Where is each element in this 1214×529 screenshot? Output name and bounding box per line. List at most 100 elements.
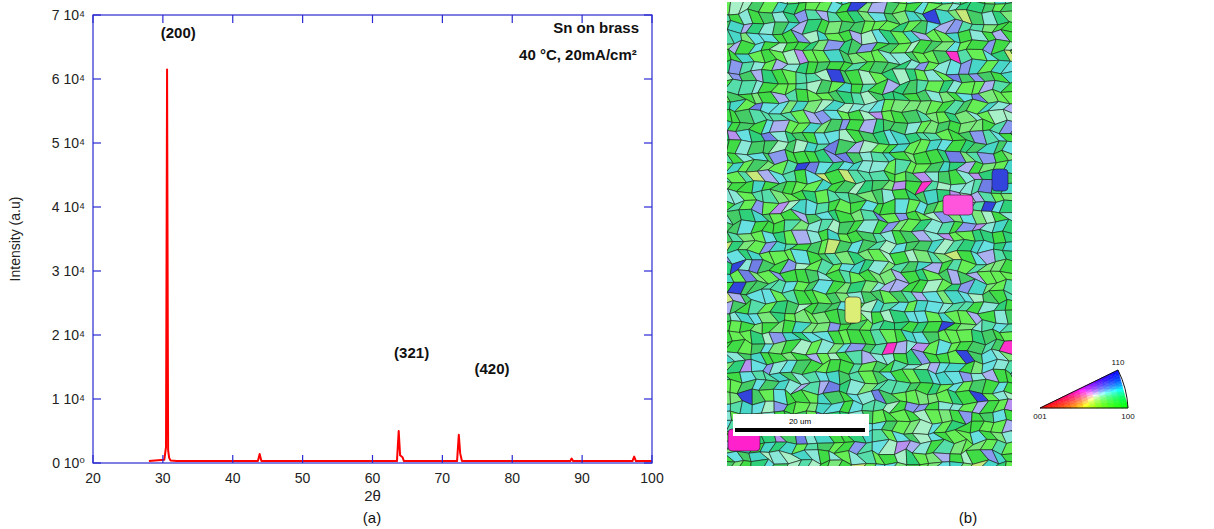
key-cell [1064,403,1070,406]
key-cell [1115,403,1121,406]
key-cell [1092,389,1098,392]
key-cell [1071,403,1077,406]
grain [943,195,973,215]
x-tick-label: 80 [504,470,520,486]
annotation: Sn on brass [553,19,639,36]
key-cell [1121,403,1127,406]
key-cell [1110,389,1116,392]
annotation: (321) [394,344,429,361]
grain [847,464,867,466]
key-cell [1064,400,1070,403]
y-tick [93,78,101,79]
y-tick-label: 5 10⁴ [52,135,85,151]
key-cell [1120,400,1126,403]
grain [1001,71,1012,83]
y-tick [93,270,101,271]
key-cell [1069,397,1075,400]
panel-label: (b) [959,509,977,526]
key-cell [1106,397,1112,400]
key-cell [1108,381,1114,384]
grain [872,189,884,204]
grain [999,120,1012,134]
grain [916,390,929,405]
key-cell [1120,400,1126,403]
key-cell [1069,400,1075,403]
grain [933,453,950,462]
grain [1005,310,1012,324]
key-cell [1117,392,1123,395]
key-cell [1094,397,1100,400]
key-cell [1094,394,1100,397]
key-cell [1099,392,1105,395]
y-tick [93,14,101,15]
key-cell [1088,400,1094,403]
grain [1011,369,1012,384]
key-cell [1097,384,1103,387]
key-cell [1086,389,1092,392]
key-cell [1108,403,1114,406]
grain [999,200,1012,213]
key-cell [1096,381,1102,384]
key-cell [1074,392,1080,395]
grain [925,401,939,410]
grain [1005,461,1012,466]
x-tick-label: 30 [155,470,171,486]
key-cell [1100,397,1106,400]
key-cell [1089,400,1095,403]
grain [970,119,983,131]
key-cell [1092,392,1098,395]
x-axis-title: 2θ [364,487,381,504]
x-tick [651,455,652,463]
key-cell [1057,400,1063,403]
y-tick [93,142,101,143]
x-tick-top [92,15,93,23]
grain [950,462,964,466]
grain [783,171,797,182]
x-tick [372,455,373,463]
key-cell [1095,400,1101,403]
grain [1005,370,1012,384]
grain [773,220,785,233]
key-cell [1113,394,1119,397]
key-cell [1117,389,1123,392]
y-tick [93,462,101,463]
key-cell [1081,394,1087,397]
key-cell [1097,386,1103,389]
x-tick [582,455,583,463]
key-cell [1092,389,1098,392]
grain [760,459,774,466]
key-cell [1109,381,1115,384]
key-cell [1108,375,1114,378]
grain [762,401,775,413]
key-cell [1079,389,1085,392]
key-cell [1119,397,1125,400]
key-cell [1075,394,1081,397]
grain [868,112,883,120]
key-cell [1105,389,1111,392]
key-cell [1102,378,1108,381]
grain [871,464,885,466]
key-cell [1083,403,1089,406]
key-cell [1116,386,1122,389]
plot-frame [93,15,652,463]
x-tick-top [651,15,652,23]
grain [959,371,973,382]
key-cell [1115,381,1121,384]
y-tick [93,334,101,335]
grain [858,464,876,466]
y-tick-label: 7 10⁴ [52,7,85,23]
x-tick [92,455,93,463]
annotation: (420) [474,360,509,377]
key-cell [1099,389,1105,392]
xrd-line [149,69,652,461]
key-cell [1115,378,1121,381]
key-cell [1081,397,1087,400]
x-tick-top [302,15,303,23]
grain [879,321,894,330]
key-cell [1117,389,1123,392]
grain [956,330,973,343]
grain [769,320,785,333]
y-tick [93,398,101,399]
key-cell [1087,392,1093,395]
key-cell [1107,400,1113,403]
